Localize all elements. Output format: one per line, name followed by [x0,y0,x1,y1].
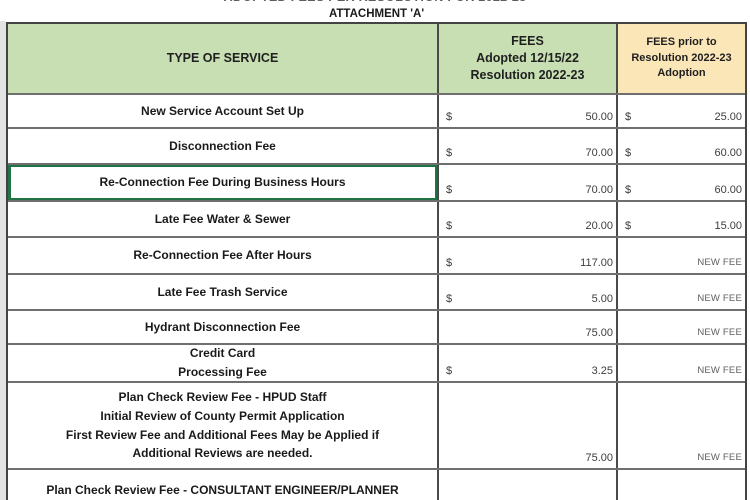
clipped-title-text: ADOPTED FEES PER RESOLUTION FOR 2022-23 [0,0,750,4]
currency-symbol: $ [446,147,453,159]
prior-fee-cell[interactable]: $25.00 [616,95,745,127]
fee-amount: 75.00 [585,327,613,339]
table-row: Disconnection Fee $70.00 $60.00 [8,127,745,163]
adopted-fee-cell[interactable] [437,470,616,500]
adopted-fee-cell[interactable]: $20.00 [437,202,616,236]
adopted-fee-cell[interactable]: $70.00 [437,165,616,200]
currency-symbol: $ [446,365,453,377]
prior-fee-cell[interactable]: $60.00 [616,129,745,163]
adopted-fee-cell[interactable]: $5.00 [437,275,616,309]
new-fee-label: NEW FEE [697,293,742,304]
service-cell[interactable]: Late Fee Trash Service [157,284,288,299]
clipped-title-line: ADOPTED FEES PER RESOLUTION FOR 2022-23 [0,0,750,7]
service-cell[interactable]: Hydrant Disconnection Fee [144,319,301,334]
table-row: Plan Check Review Fee - CONSULTANT ENGIN… [8,468,745,500]
fee-amount: 60.00 [714,184,742,196]
service-cell-selected[interactable]: Re-Connection Fee During Business Hours [8,165,437,200]
prior-fee-cell[interactable]: NEW FEE [616,275,745,309]
fee-amount: 60.00 [714,147,742,159]
page-edge-strip [0,21,6,500]
prior-fee-cell[interactable]: NEW FEE [616,311,745,343]
fee-amount: 5.00 [591,293,613,305]
fee-schedule-table: TYPE OF SERVICE FEES Adopted 12/15/22 Re… [6,22,747,500]
header-fees-prior[interactable]: FEES prior to Resolution 2022-23 Adoptio… [616,24,745,93]
fee-amount: 15.00 [714,220,742,232]
header-fees-adopted[interactable]: FEES Adopted 12/15/22 Resolution 2022-23 [437,24,616,93]
fee-amount: 20.00 [585,220,613,232]
service-cell[interactable]: Disconnection Fee [169,138,276,153]
service-cell[interactable]: Plan Check Review Fee - CONSULTANT ENGIN… [46,483,399,498]
table-row: Re-Connection Fee During Business Hours … [8,163,745,200]
prior-fee-cell[interactable]: NEW FEE [616,345,745,381]
adopted-fee-cell[interactable]: $50.00 [437,95,616,127]
currency-symbol: $ [446,293,453,305]
adopted-fee-cell[interactable]: $70.00 [437,129,616,163]
table-row: Late Fee Trash Service $5.00 NEW FEE [8,273,745,309]
currency-symbol: $ [446,257,453,269]
table-row: Late Fee Water & Sewer $20.00 $15.00 [8,200,745,236]
adopted-fee-cell[interactable]: 75.00 [437,311,616,343]
service-cell[interactable]: Credit Card Processing Fee [178,346,267,379]
currency-symbol: $ [625,184,632,196]
new-fee-label: NEW FEE [697,327,742,338]
table-row: Re-Connection Fee After Hours $117.00 NE… [8,236,745,273]
fee-amount: 50.00 [585,111,613,123]
table-row: Credit Card Processing Fee $3.25 NEW FEE [8,343,745,381]
fee-amount: 3.25 [591,365,613,377]
new-fee-label: NEW FEE [697,365,742,376]
currency-symbol: $ [625,111,632,123]
adopted-fee-cell[interactable]: $3.25 [437,345,616,381]
fee-amount: 75.00 [585,452,613,464]
currency-symbol: $ [625,147,632,159]
table-row: Plan Check Review Fee - HPUD Staff Initi… [8,381,745,468]
currency-symbol: $ [446,184,453,196]
service-cell[interactable]: Late Fee Water & Sewer [154,211,291,226]
adopted-fee-cell[interactable]: $117.00 [437,238,616,273]
fee-amount: 70.00 [585,147,613,159]
table-row: New Service Account Set Up $50.00 $25.00 [8,93,745,127]
currency-symbol: $ [446,220,453,232]
prior-fee-cell[interactable] [616,470,745,500]
service-cell[interactable]: New Service Account Set Up [141,103,304,118]
fee-amount: 25.00 [714,111,742,123]
prior-fee-cell[interactable]: NEW FEE [616,383,745,468]
fee-amount: 117.00 [580,257,613,269]
currency-symbol: $ [625,220,632,232]
adopted-fee-cell[interactable]: 75.00 [437,383,616,468]
prior-fee-cell[interactable]: $60.00 [616,165,745,200]
service-cell[interactable]: Re-Connection Fee After Hours [133,248,312,263]
service-cell[interactable]: Plan Check Review Fee - HPUD Staff Initi… [65,390,380,461]
header-row: TYPE OF SERVICE FEES Adopted 12/15/22 Re… [8,24,745,93]
new-fee-label: NEW FEE [697,257,742,268]
table-row: Hydrant Disconnection Fee 75.00 NEW FEE [8,309,745,343]
fee-amount: 70.00 [585,184,613,196]
new-fee-label: NEW FEE [697,452,742,463]
prior-fee-cell[interactable]: $15.00 [616,202,745,236]
attachment-label: ATTACHMENT 'A' [328,8,425,20]
prior-fee-cell[interactable]: NEW FEE [616,238,745,273]
header-type-of-service[interactable]: TYPE OF SERVICE [8,24,437,93]
currency-symbol: $ [446,111,453,123]
